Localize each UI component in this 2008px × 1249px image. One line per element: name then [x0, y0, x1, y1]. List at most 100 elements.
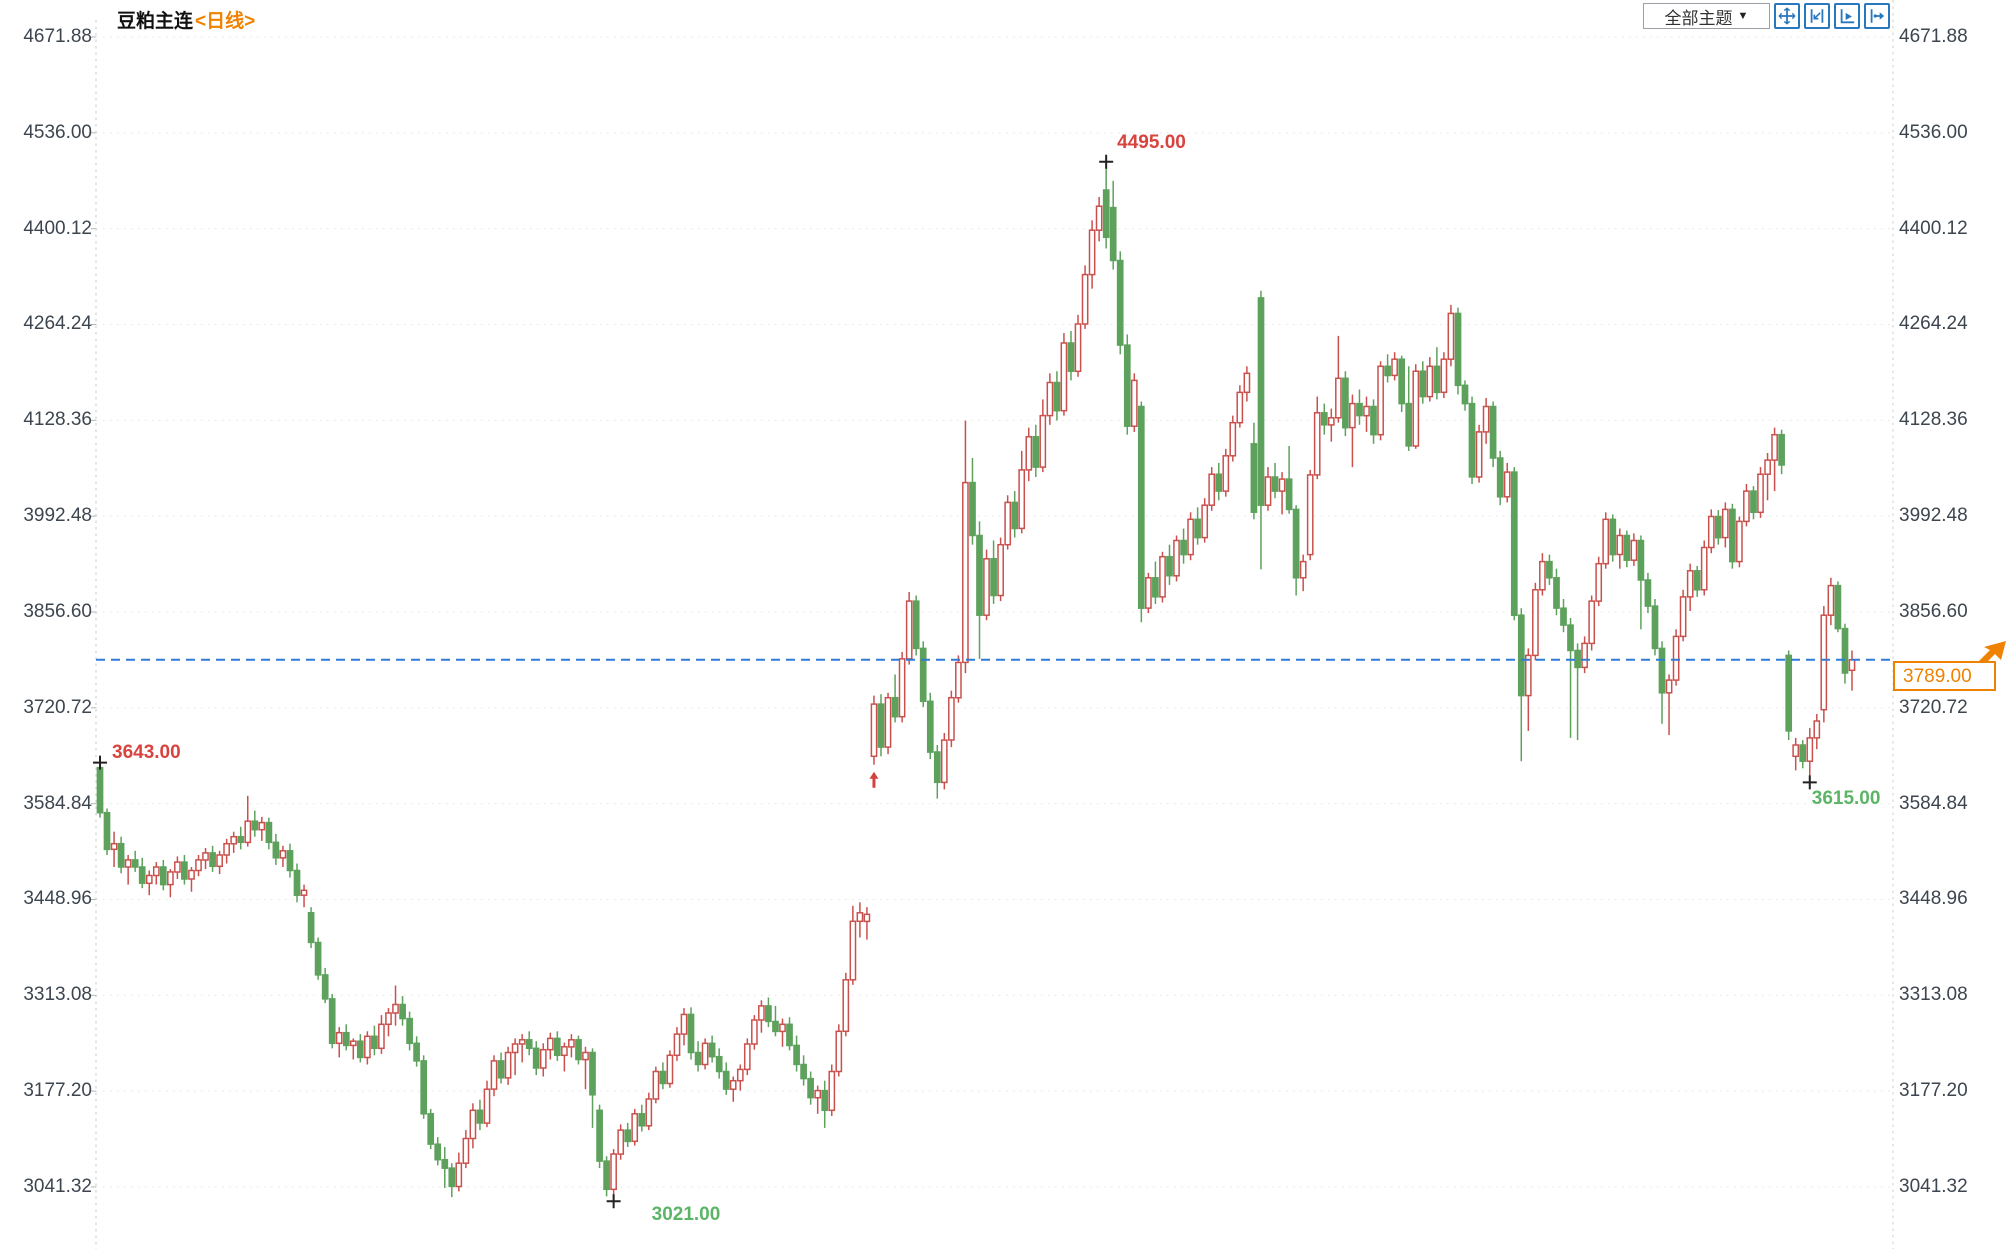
- candle: [181, 855, 188, 885]
- candle: [1292, 505, 1300, 596]
- candle: [863, 907, 871, 940]
- candle: [525, 1031, 533, 1056]
- candle: [673, 1027, 681, 1061]
- candle: [1658, 641, 1666, 724]
- candle: [1349, 394, 1356, 468]
- candle: [378, 1015, 385, 1054]
- playback-button[interactable]: [1834, 3, 1860, 29]
- candle: [1046, 373, 1054, 425]
- cross-marker: [1099, 154, 1114, 169]
- candle: [532, 1041, 540, 1076]
- candle: [582, 1046, 589, 1090]
- candle: [1510, 467, 1518, 621]
- candle: [1489, 401, 1497, 468]
- candle: [1532, 582, 1539, 661]
- candle: [174, 856, 181, 879]
- themes-dropdown-button[interactable]: 全部主题 ▼: [1643, 3, 1770, 29]
- candle: [1440, 352, 1448, 398]
- y-axis-label: 3856.60: [1899, 601, 1968, 622]
- axis-scale-icon: [1810, 9, 1824, 23]
- y-axis-label: 3992.48: [1899, 505, 1968, 526]
- y-axis-label: 3041.32: [1899, 1176, 1968, 1197]
- y-axis-label: 3448.96: [1899, 888, 1968, 909]
- candle: [321, 967, 329, 1004]
- candle: [385, 1008, 392, 1037]
- candle: [371, 1025, 378, 1056]
- candle: [307, 907, 315, 949]
- candle: [1721, 502, 1729, 548]
- jump-latest-button[interactable]: [1864, 3, 1890, 29]
- candle: [1356, 389, 1363, 425]
- candle: [856, 902, 864, 938]
- y-axis-label: 4536.00: [23, 122, 92, 143]
- candle: [406, 1011, 413, 1051]
- candle: [715, 1048, 723, 1079]
- candle: [948, 690, 955, 748]
- candle: [694, 1041, 702, 1072]
- candle: [1482, 398, 1490, 444]
- candle: [504, 1046, 512, 1085]
- candle: [1539, 553, 1546, 596]
- candle: [969, 458, 976, 545]
- candle: [1778, 429, 1785, 475]
- candle: [751, 1015, 758, 1050]
- axis-scale-button[interactable]: [1804, 3, 1830, 29]
- candle: [1145, 572, 1152, 614]
- candle: [300, 884, 308, 908]
- candle: [1208, 467, 1216, 511]
- candle: [842, 972, 850, 1037]
- candle: [167, 869, 174, 898]
- candle: [1679, 589, 1687, 642]
- candle: [1201, 498, 1209, 543]
- y-axis-label: 3313.08: [23, 984, 92, 1005]
- candle: [638, 1104, 646, 1132]
- candle: [497, 1052, 505, 1084]
- y-axis-label: 3584.84: [23, 793, 92, 814]
- candle: [1806, 728, 1814, 783]
- candle: [188, 867, 195, 892]
- candle: [765, 997, 772, 1028]
- candle: [1714, 510, 1722, 545]
- candle: [1137, 401, 1145, 623]
- candle: [814, 1085, 822, 1114]
- candle: [1686, 563, 1694, 611]
- candle: [490, 1055, 498, 1097]
- y-axis-label: 3856.60: [23, 601, 92, 622]
- cross-marker: [606, 1194, 621, 1209]
- candle: [1088, 220, 1096, 289]
- candle: [687, 1007, 695, 1060]
- candle: [286, 843, 294, 878]
- candle: [1651, 599, 1659, 656]
- candle: [1152, 561, 1159, 604]
- candle: [884, 692, 892, 755]
- candle: [1524, 648, 1532, 731]
- candle: [483, 1080, 491, 1128]
- candle: [1574, 643, 1581, 741]
- candle: [1335, 335, 1342, 423]
- candle: [244, 795, 252, 847]
- candle: [1588, 595, 1596, 651]
- candle: [1018, 450, 1026, 534]
- candle: [659, 1062, 667, 1090]
- candle: [1757, 467, 1764, 518]
- candle: [258, 816, 266, 841]
- candle: [159, 859, 167, 891]
- candle: [202, 848, 209, 870]
- candle: [610, 1149, 617, 1202]
- candle: [1707, 509, 1715, 554]
- candle: [849, 905, 857, 985]
- candle: [1271, 462, 1279, 499]
- candle: [1496, 450, 1504, 506]
- pan-button[interactable]: [1774, 3, 1800, 29]
- candle: [1327, 408, 1335, 442]
- y-axis-label: 4671.88: [1899, 26, 1968, 47]
- y-axis-label: 4400.12: [1899, 218, 1968, 239]
- candle: [1736, 516, 1743, 568]
- candle: [1546, 554, 1553, 585]
- candle: [793, 1035, 800, 1072]
- candle: [251, 810, 259, 837]
- candle: [1053, 371, 1061, 421]
- instrument-title: 豆粕主连: [117, 11, 194, 32]
